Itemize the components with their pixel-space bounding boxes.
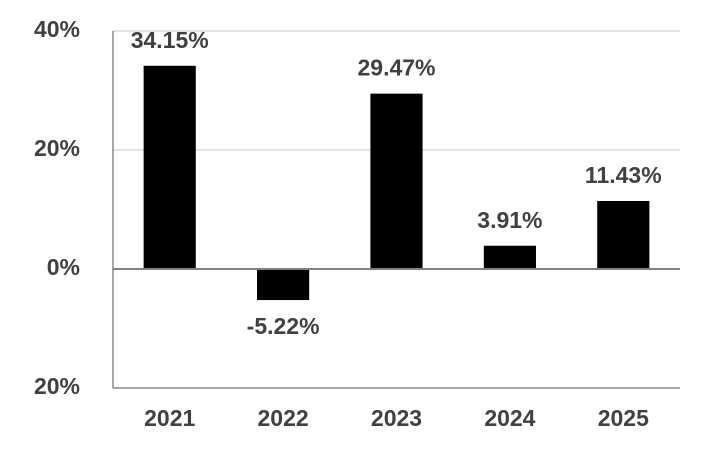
value-label: 34.15%	[131, 27, 209, 53]
value-label: 29.47%	[357, 55, 435, 81]
bar	[483, 245, 536, 269]
bar	[143, 65, 196, 270]
value-label: 11.43%	[585, 162, 662, 188]
x-tick-label: 2022	[258, 405, 309, 431]
y-tick-label: 20%	[34, 373, 80, 399]
bar	[370, 93, 423, 269]
value-label: -5.22%	[247, 313, 320, 339]
y-tick-label: 0%	[47, 254, 80, 280]
x-tick-label: 2024	[484, 405, 535, 431]
x-tick-label: 2025	[598, 405, 649, 431]
value-label: 3.91%	[477, 207, 542, 233]
y-tick-label: 20%	[34, 135, 80, 161]
bar	[257, 269, 310, 301]
bar	[597, 200, 650, 269]
x-tick-label: 2021	[144, 405, 195, 431]
y-tick-label: 40%	[34, 16, 80, 42]
x-tick-label: 2023	[371, 405, 422, 431]
